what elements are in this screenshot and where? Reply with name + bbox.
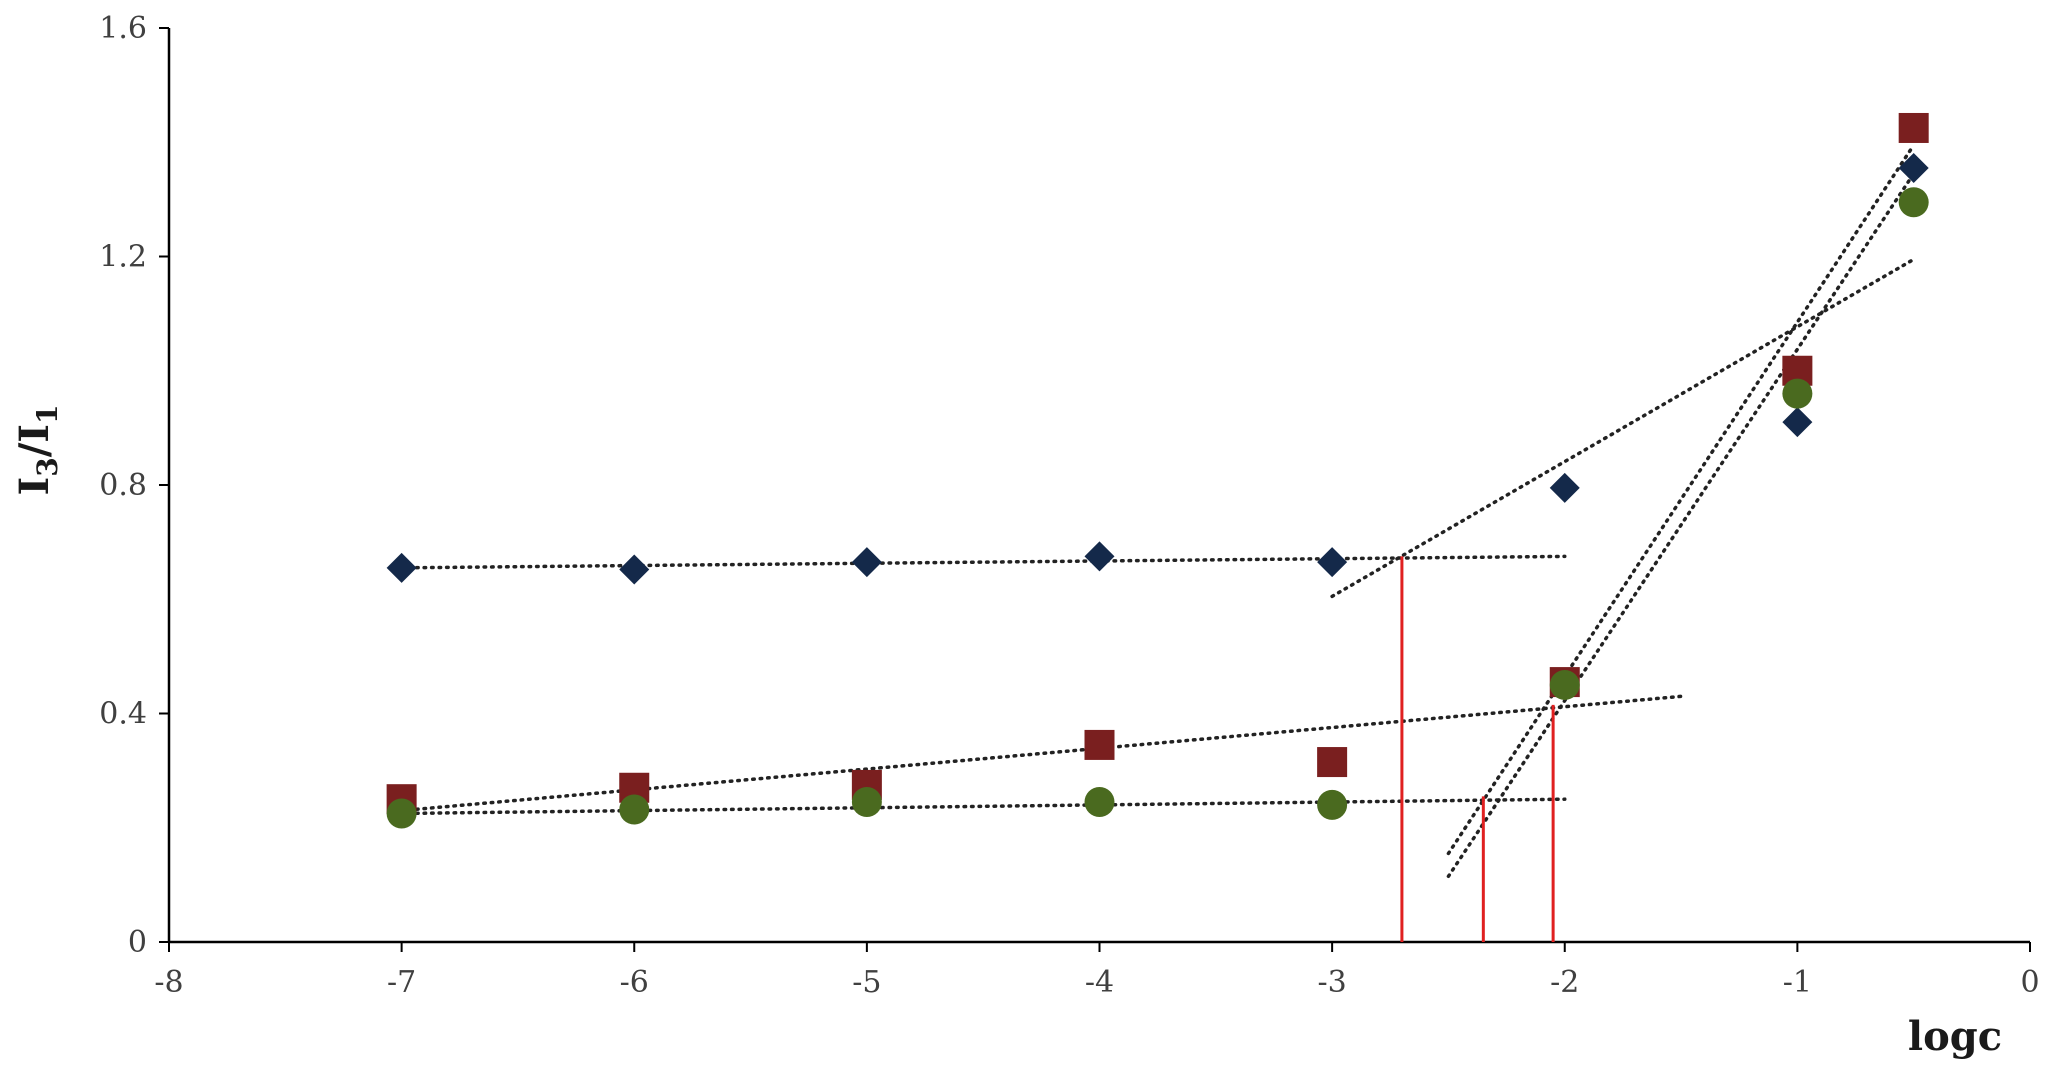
y-axis-title-sub2: 1 — [31, 404, 64, 423]
y-axis-title-slash: /I — [11, 424, 58, 457]
x-tick-label: -7 — [387, 965, 416, 1000]
square-point — [1317, 747, 1348, 778]
square-point — [1084, 729, 1115, 760]
circle-point — [619, 794, 650, 825]
y-axis-title: I3/I1 — [11, 404, 64, 495]
circle-point — [851, 787, 882, 818]
svg-text:I3/I1: I3/I1 — [11, 404, 64, 495]
trendline — [1330, 257, 1916, 599]
red-marker-lines — [1400, 556, 1555, 942]
circle-point — [1549, 669, 1580, 700]
square-point — [1898, 112, 1929, 143]
trendline — [1446, 143, 1916, 856]
tick-labels: -8 -7 -6 -5 -4 -3 -2 -1 0 0 0.4 0.8 1.2 1.6 — [99, 11, 2039, 1000]
x-tick-label: -3 — [1318, 965, 1347, 1000]
trendlines — [399, 143, 1916, 879]
x-axis-title: logc — [1908, 1013, 2002, 1060]
diamond-point — [851, 547, 882, 578]
trendline — [1446, 171, 1916, 879]
y-axis-title-main: I — [11, 477, 58, 496]
x-tick-label: -5 — [852, 965, 881, 1000]
circle-point — [1084, 787, 1115, 818]
x-tick-label: -6 — [620, 965, 649, 1000]
x-tick-label: -1 — [1783, 965, 1812, 1000]
diamond-point — [619, 554, 650, 585]
trendline — [399, 797, 1567, 816]
y-tick-label: 0.4 — [99, 697, 147, 732]
diamond-point — [1782, 407, 1813, 438]
x-tick-label: -2 — [1550, 965, 1579, 1000]
circle-point — [1898, 187, 1929, 218]
diamond-point — [1898, 152, 1929, 183]
trendline — [399, 694, 1683, 813]
y-tick-label: 0.8 — [99, 468, 147, 503]
diamond-point — [1317, 547, 1348, 578]
diamond-point — [386, 552, 417, 583]
circle-point — [1782, 378, 1813, 409]
trendline — [399, 554, 1567, 570]
x-tick-label: -4 — [1085, 965, 1114, 1000]
y-tick-label: 1.2 — [99, 240, 147, 275]
diamond-point — [1549, 472, 1580, 503]
x-tick-label: 0 — [2020, 965, 2039, 1000]
data-points — [386, 112, 1929, 829]
y-tick-label: 0 — [128, 925, 147, 960]
circle-point — [1317, 789, 1348, 820]
axes — [159, 27, 2031, 952]
circle-point — [386, 798, 417, 829]
diamond-point — [1084, 541, 1115, 572]
y-axis-title-sub1: 3 — [31, 457, 64, 476]
x-tick-label: -8 — [154, 965, 183, 1000]
y-tick-label: 1.6 — [99, 11, 147, 46]
